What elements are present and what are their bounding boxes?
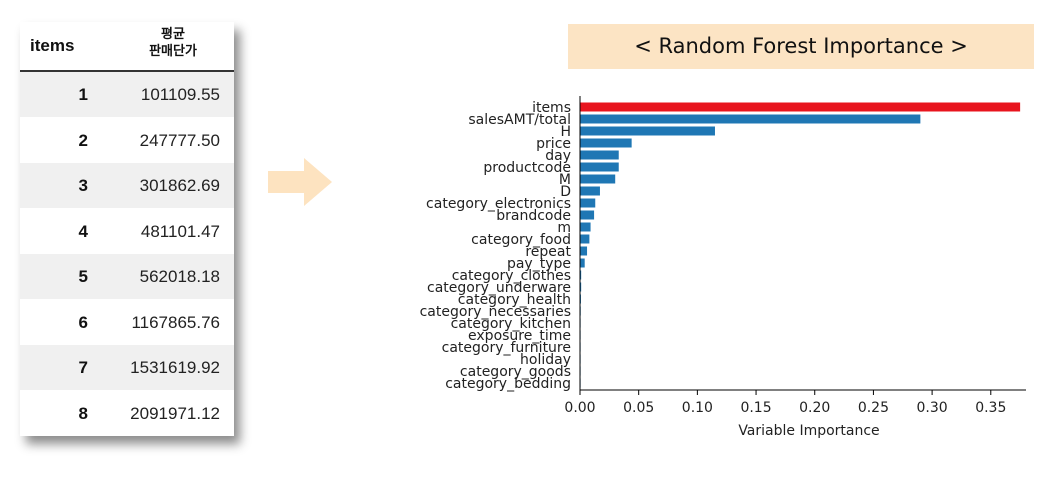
category-label: category_health <box>458 292 571 308</box>
category-label: holiday <box>520 352 571 368</box>
bar-repeat <box>580 246 588 256</box>
table-row: 4 481101.47 <box>20 208 234 254</box>
x-tick-label: 0.15 <box>740 400 771 416</box>
category-label: repeat <box>525 244 571 260</box>
header-items: items <box>30 36 75 55</box>
category-label: category_food <box>471 232 571 248</box>
bar-pay-type <box>580 258 585 268</box>
category-label: D <box>560 184 571 200</box>
category-label: exposure_time <box>468 328 571 344</box>
category-label: price <box>536 136 571 152</box>
x-tick-label: 0.30 <box>917 400 948 416</box>
bar-items <box>580 102 1021 112</box>
table-row: 1 101109.55 <box>20 72 234 117</box>
x-tick-label: 0.25 <box>858 400 889 416</box>
row-avg-price: 1167865.76 <box>131 312 220 332</box>
table-row: 5 562018.18 <box>20 254 234 299</box>
category-label: category_underware <box>427 280 571 296</box>
table-row: 8 2091971.12 <box>20 390 234 436</box>
row-index: 7 <box>78 358 88 377</box>
category-label: m <box>557 220 571 236</box>
right-arrow-icon <box>268 158 332 206</box>
x-tick-label: 0.00 <box>564 400 595 416</box>
feature-importance-chart: itemssalesAMT/totalHpricedayproductcodeM… <box>420 96 1026 439</box>
category-label: salesAMT/total <box>468 112 571 128</box>
header-price-line2: 판매단가 <box>149 44 197 59</box>
category-label: items <box>532 100 571 116</box>
row-index: 4 <box>78 221 88 241</box>
row-index: 3 <box>78 176 88 195</box>
table-row: 3 301862.69 <box>20 163 234 208</box>
category-label: productcode <box>483 160 571 176</box>
category-label: category_kitchen <box>451 316 571 332</box>
x-axis-title: Variable Importance <box>738 423 879 439</box>
x-tick-label: 0.05 <box>623 400 654 416</box>
bar-category-clothes <box>580 270 582 280</box>
row-index: 5 <box>78 267 88 286</box>
category-label: category_furniture <box>442 340 571 356</box>
table-row: 7 1531619.92 <box>20 345 234 390</box>
row-avg-price: 1531619.92 <box>130 358 220 377</box>
bar-day <box>580 150 619 160</box>
row-index: 8 <box>78 403 88 423</box>
bar-m <box>580 222 591 232</box>
table-row: 6 1167865.76 <box>20 299 234 345</box>
category-label: category_bedding <box>445 376 571 392</box>
x-tick-label: 0.35 <box>975 400 1006 416</box>
bar-price <box>580 138 632 148</box>
category-label: day <box>545 148 571 164</box>
category-label: category_clothes <box>452 268 571 284</box>
row-index: 1 <box>78 85 88 104</box>
category-label: category_electronics <box>426 196 571 212</box>
bar-salesamt-total <box>580 114 921 124</box>
bar-d <box>580 186 600 196</box>
row-avg-price: 301862.69 <box>139 176 220 195</box>
table-header: items 평균 판매단가 <box>20 22 234 72</box>
row-avg-price: 562018.18 <box>139 267 220 286</box>
row-avg-price: 247777.50 <box>139 130 220 150</box>
row-avg-price: 2091971.12 <box>130 403 220 423</box>
category-label: H <box>560 124 571 140</box>
category-label: category_necessaries <box>420 304 571 320</box>
row-index: 6 <box>78 312 88 332</box>
row-avg-price: 101109.55 <box>140 85 220 104</box>
category-label: category_goods <box>460 364 571 380</box>
bar-h <box>580 126 715 136</box>
category-label: brandcode <box>496 208 571 224</box>
category-label: M <box>559 172 571 188</box>
row-avg-price: 481101.47 <box>140 221 220 241</box>
bar-brandcode <box>580 210 595 220</box>
bar-m <box>580 174 616 184</box>
bar-category-food <box>580 234 590 244</box>
header-avg-price: 평균 판매단가 <box>128 26 218 60</box>
row-index: 2 <box>78 130 88 150</box>
x-tick-label: 0.10 <box>682 400 713 416</box>
x-tick-label: 0.20 <box>799 400 830 416</box>
average-price-table: items 평균 판매단가 1 101109.55 2 247777.50 3 30186… <box>20 22 234 436</box>
bar-category-underware <box>580 282 582 292</box>
bar-productcode <box>580 162 619 172</box>
chart-title-banner: < Random Forest Importance > <box>568 24 1034 69</box>
bar-category-electronics <box>580 198 596 208</box>
table-row: 2 247777.50 <box>20 117 234 163</box>
header-price-line1: 평균 <box>161 27 185 42</box>
category-label: pay_type <box>507 256 571 272</box>
